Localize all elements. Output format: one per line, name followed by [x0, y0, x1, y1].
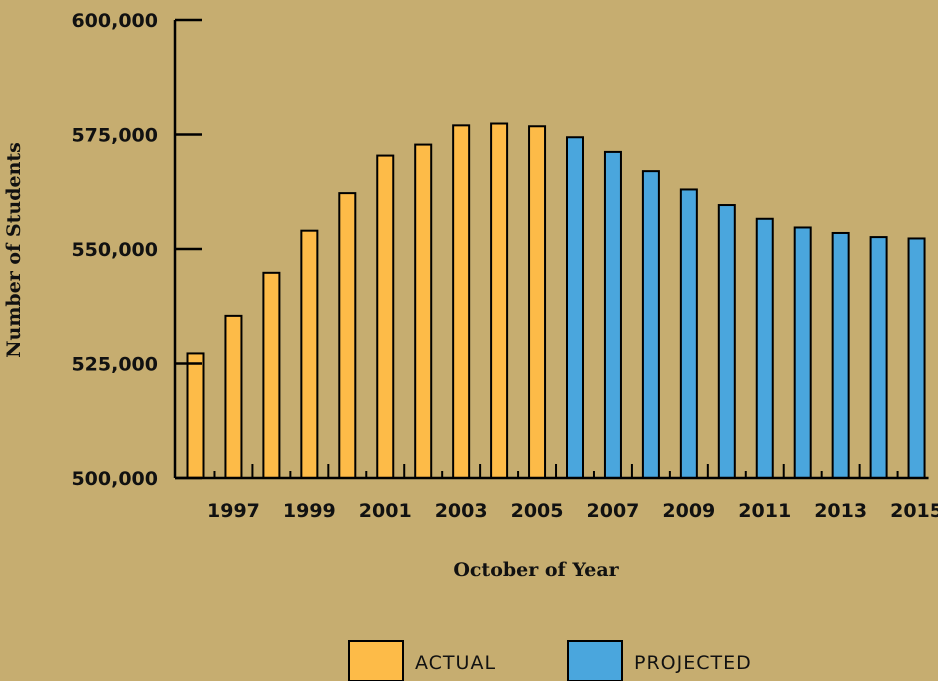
bar-projected-2007: [603, 150, 622, 480]
bar-actual-2003: [452, 124, 471, 479]
legend-label-projected: PROJECTED: [634, 652, 752, 674]
x-tick-label: 1999: [283, 500, 336, 522]
y-tick-label: 500,000: [71, 468, 158, 490]
legend: ACTUAL PROJECTED: [348, 640, 752, 681]
bar-projected-2014: [869, 236, 888, 479]
x-tick-label: 2011: [738, 500, 791, 522]
bar-actual-2001: [376, 154, 395, 479]
x-tick-label: 2013: [814, 500, 867, 522]
plot-area: 500,000 525,000 550,000 575,000 600,000 1997 1…: [71, 10, 938, 522]
x-tick-label: 2001: [359, 500, 412, 522]
y-tick-label: 575,000: [71, 125, 158, 147]
bar-projected-2010: [717, 204, 736, 479]
x-tick-label: 2007: [587, 500, 640, 522]
x-tick-label: 1997: [207, 500, 260, 522]
x-tick-label: 2005: [511, 500, 564, 522]
bar-actual-2004: [490, 122, 509, 480]
bar-projected-2009: [679, 188, 698, 480]
legend-swatch-projected: [567, 640, 623, 681]
x-tick-label: 2003: [435, 500, 488, 522]
y-tick-label: 550,000: [71, 239, 158, 261]
bar-actual-2002: [414, 143, 433, 480]
bar-projected-2012: [793, 226, 812, 479]
x-tick-label: 2009: [662, 500, 715, 522]
bar-actual-2005: [528, 125, 547, 479]
bar-actual-1997: [224, 314, 243, 480]
y-tick-label: 600,000: [71, 10, 158, 32]
bar-actual-1996: [186, 352, 205, 480]
bar-projected-2015: [907, 237, 926, 479]
bar-actual-2000: [338, 192, 357, 479]
legend-swatch-actual: [348, 640, 404, 681]
y-axis-title: Number of Students: [3, 142, 25, 358]
x-axis-title: October of Year: [453, 559, 619, 581]
legend-label-actual: ACTUAL: [415, 652, 496, 674]
bar-projected-2011: [755, 217, 774, 479]
y-tick-label: 525,000: [71, 354, 158, 376]
bar-actual-1999: [300, 229, 319, 479]
bar-projected-2013: [831, 231, 850, 479]
bar-projected-2006: [566, 136, 584, 480]
x-tick-label: 2015: [890, 500, 938, 522]
bar-projected-2008: [641, 170, 660, 479]
bar-actual-1998: [262, 271, 281, 480]
